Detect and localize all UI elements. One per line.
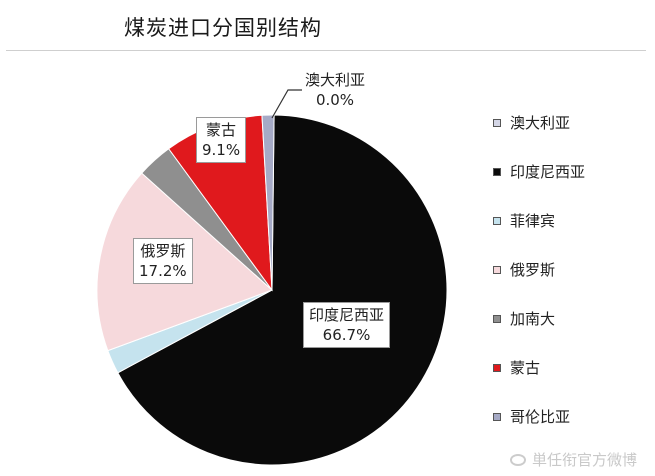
legend-label: 菲律宾 <box>510 212 556 230</box>
watermark-text: 単任衔官方微博 <box>531 451 637 469</box>
legend-item: 菲律宾 <box>493 196 585 245</box>
pie-slice-1 <box>117 114 448 466</box>
legend-item: 澳大利亚 <box>493 98 585 147</box>
data-label-indonesia-value: 66.7% <box>322 326 371 344</box>
data-label-australia-value: 0.0% <box>315 91 355 109</box>
legend-swatch <box>493 265 501 274</box>
watermark: 単任衔官方微博 <box>509 449 637 470</box>
legend-item: 加南大 <box>493 294 585 343</box>
leader-line <box>271 89 302 119</box>
legend-swatch <box>493 216 501 225</box>
legend-label: 蒙古 <box>510 359 541 377</box>
legend-label: 澳大利亚 <box>510 114 571 132</box>
legend-item: 哥伦比亚 <box>493 392 585 441</box>
legend: 澳大利亚 印度尼西亚 菲律宾 俄罗斯 加南大 蒙古 哥伦比亚 <box>493 98 585 441</box>
data-label-mongolia-name: 蒙古 <box>206 121 237 139</box>
data-label-russia-name: 俄罗斯 <box>140 242 186 260</box>
data-label-mongolia: 蒙古 9.1% <box>196 117 247 163</box>
legend-item: 俄罗斯 <box>493 245 585 294</box>
legend-label: 加南大 <box>510 310 556 328</box>
weibo-icon <box>509 453 526 466</box>
legend-label: 俄罗斯 <box>510 261 556 279</box>
data-label-russia: 俄罗斯 17.2% <box>133 238 193 284</box>
title-divider <box>6 50 646 51</box>
legend-swatch <box>493 118 501 127</box>
legend-item: 印度尼西亚 <box>493 147 585 196</box>
legend-item: 蒙古 <box>493 343 585 392</box>
legend-swatch <box>493 363 501 372</box>
data-label-australia-name: 澳大利亚 <box>305 71 366 89</box>
legend-swatch <box>493 412 501 421</box>
data-label-mongolia-value: 9.1% <box>202 141 241 159</box>
data-label-russia-value: 17.2% <box>139 262 187 280</box>
legend-swatch <box>493 167 501 176</box>
data-label-indonesia-name: 印度尼西亚 <box>309 306 385 324</box>
legend-label: 印度尼西亚 <box>510 163 586 181</box>
legend-label: 哥伦比亚 <box>510 408 571 426</box>
data-label-australia: 澳大利亚 0.0% <box>305 70 365 110</box>
chart-title: 煤炭进口分国别结构 <box>124 16 322 40</box>
legend-swatch <box>493 314 501 323</box>
data-label-indonesia: 印度尼西亚 66.7% <box>303 302 391 348</box>
